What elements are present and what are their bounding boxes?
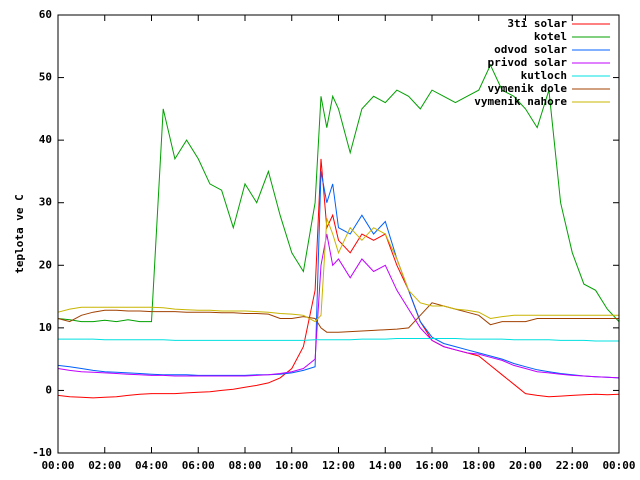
series-line [57,233,620,379]
legend-label: odvod solar [494,43,567,56]
x-tick-label: 00:00 [602,459,635,472]
legend-label: kotel [534,30,567,43]
x-tick-label: 10:00 [275,459,308,472]
x-tick-label: 12:00 [322,459,355,472]
x-tick-label: 16:00 [415,459,448,472]
series-line [57,218,619,323]
legend-label: vymenik dole [488,82,568,95]
legend-label: kutloch [521,69,567,82]
x-tick-label: 18:00 [462,459,495,472]
x-tick-label: 02:00 [88,459,121,472]
series-line [57,302,619,333]
legend-label: 3ti solar [507,17,567,30]
x-tick-label: 04:00 [135,459,168,472]
x-tick-label: 00:00 [41,459,74,472]
y-tick-label: 60 [39,8,52,21]
y-tick-label: 30 [39,196,52,209]
y-tick-label: 10 [39,321,52,334]
series-line [58,338,619,342]
y-tick-label: 40 [39,133,52,146]
plot-border [57,14,620,454]
series-line [57,158,620,399]
y-axis-label: teplota ve C [13,194,26,273]
legend-label: vymenik nahore [474,95,567,108]
x-tick-label: 14:00 [369,459,402,472]
x-tick-label: 08:00 [228,459,261,472]
x-tick-label: 22:00 [556,459,589,472]
y-tick-label: -10 [32,446,52,459]
y-tick-label: 20 [39,258,52,271]
legend-label: privod solar [488,56,568,69]
series-line [57,171,620,379]
y-tick-label: 50 [39,71,52,84]
y-tick-label: 0 [45,383,52,396]
x-tick-label: 06:00 [182,459,215,472]
series-line [57,63,620,323]
x-tick-label: 20:00 [509,459,542,472]
